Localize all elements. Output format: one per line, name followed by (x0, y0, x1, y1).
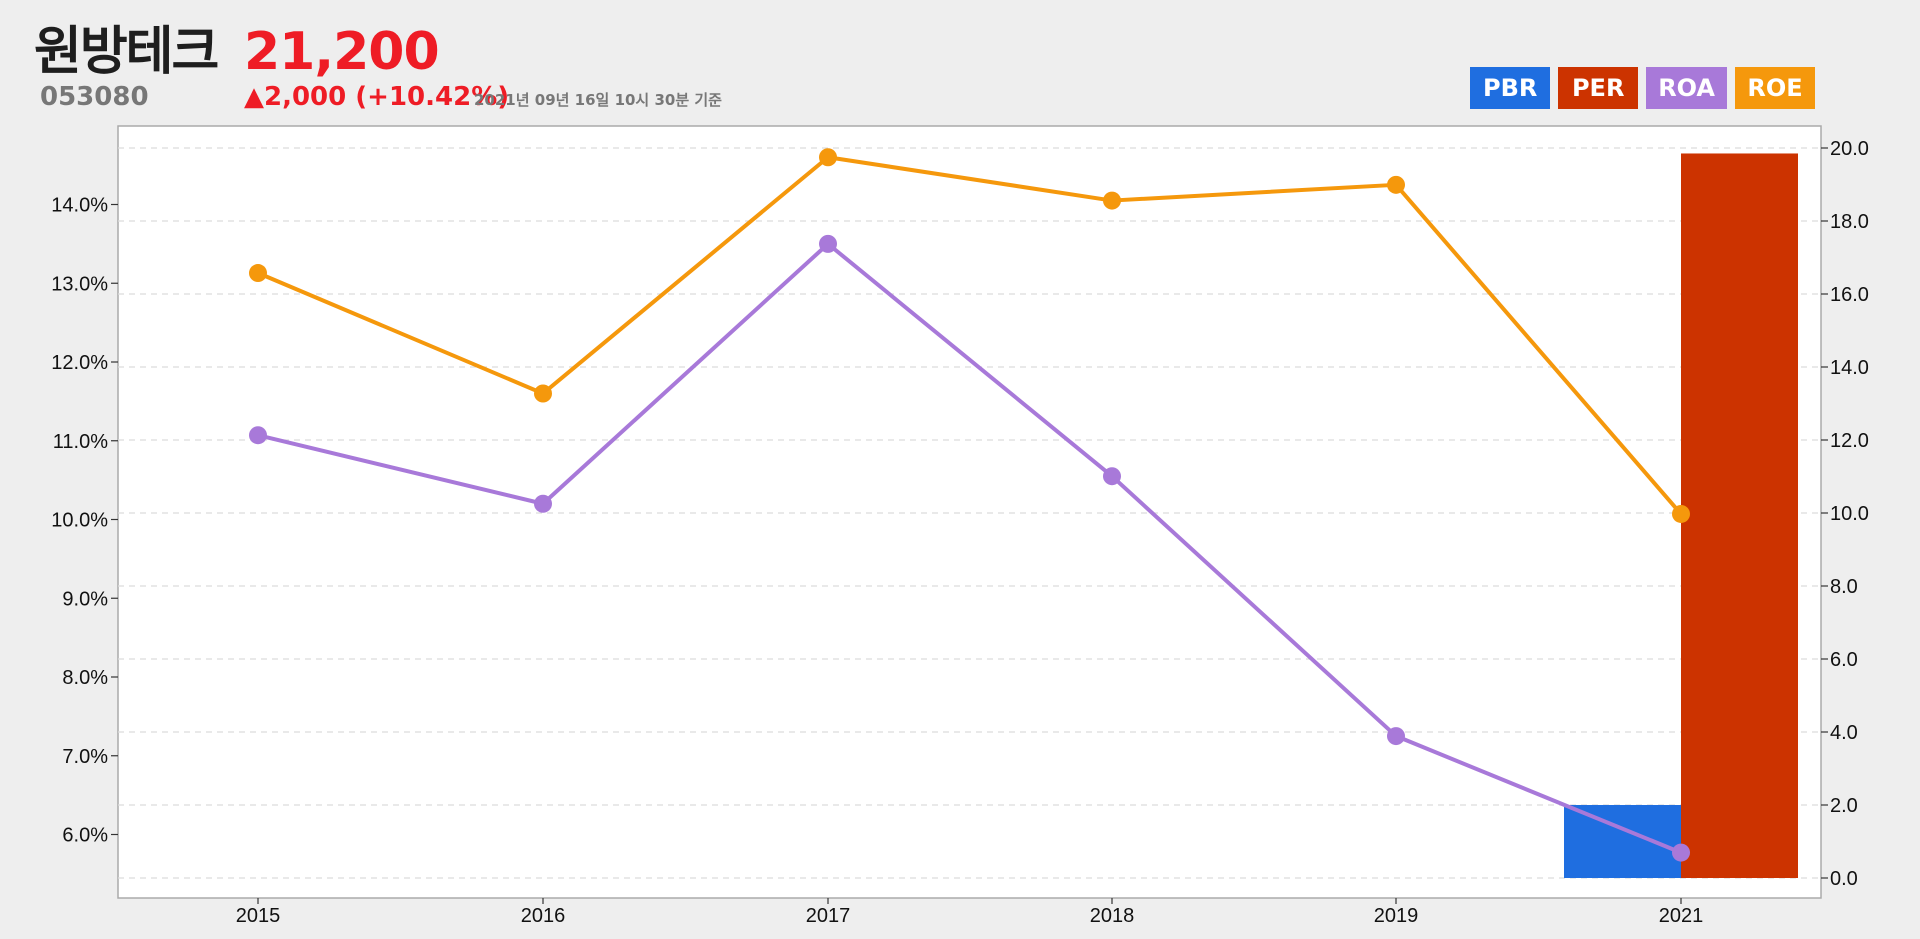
x-tick-label: 2018 (1090, 905, 1135, 927)
left-tick-label: 12.0% (51, 352, 108, 374)
x-tick-label: 2015 (236, 905, 281, 927)
x-tick-label: 2017 (806, 905, 851, 927)
left-tick-label: 7.0% (62, 746, 108, 768)
price-change: ▲2,000 (+10.42%) (244, 82, 510, 112)
line-series (249, 148, 1690, 862)
stock-name: 원방테크 (34, 22, 219, 82)
point-roe (1103, 191, 1121, 210)
point-roa (1103, 467, 1121, 486)
left-tick-label: 9.0% (62, 588, 108, 610)
right-tick-label: 4.0 (1830, 722, 1858, 744)
left-tick-label: 14.0% (51, 195, 108, 217)
bar-series (1564, 153, 1798, 879)
x-tick-label: 2016 (521, 905, 566, 927)
grid-lines (118, 147, 1821, 879)
stock-code: 053080 (40, 82, 149, 112)
line-roa (257, 241, 1682, 855)
line-roe (257, 155, 1683, 516)
right-tick-label: 6.0 (1830, 649, 1858, 671)
right-tick-label: 20.0 (1830, 138, 1869, 160)
right-tick-label: 14.0 (1830, 357, 1869, 379)
right-tick-label: 16.0 (1830, 284, 1869, 306)
legend-pbr[interactable]: PBR (1470, 67, 1551, 109)
x-tick-label: 2019 (1374, 905, 1419, 927)
legend-roa[interactable]: ROA (1646, 67, 1727, 109)
axes: 0.0 2.0 4.0 6.0 8.0 10.0 12.0 14.0 16.0 18.0 20.0 6… (51, 138, 1869, 927)
bar-pbr (1564, 805, 1681, 878)
point-roe (1387, 175, 1405, 194)
legend-per[interactable]: PER (1558, 67, 1639, 109)
right-tick-label: 12.0 (1830, 430, 1869, 452)
point-roe (249, 264, 267, 283)
stock-price: 21,200 (244, 22, 440, 82)
point-roe (1672, 504, 1690, 523)
bar-per (1681, 153, 1798, 879)
point-roa (1387, 727, 1405, 746)
left-tick-label: 8.0% (62, 667, 108, 689)
point-roa (534, 494, 552, 513)
left-tick-label: 13.0% (51, 273, 108, 295)
timestamp: 2021년 09년 16일 10시 30분 기준 (474, 91, 722, 109)
right-tick-label: 0.0 (1830, 868, 1858, 890)
right-tick-label: 10.0 (1830, 503, 1869, 525)
right-tick-label: 18.0 (1830, 211, 1869, 233)
point-roa (249, 426, 267, 445)
point-roe (534, 384, 552, 403)
point-roa (819, 234, 837, 253)
plot-area (117, 125, 1822, 899)
legend: PBR PER ROA ROE (1470, 67, 1815, 109)
right-tick-label: 2.0 (1830, 795, 1858, 817)
point-roe (819, 148, 837, 167)
legend-roe[interactable]: ROE (1735, 67, 1815, 109)
left-tick-label: 6.0% (62, 825, 108, 847)
point-roa (1672, 843, 1690, 862)
x-tick-label: 2021 (1659, 905, 1704, 927)
left-tick-label: 11.0% (53, 431, 108, 453)
left-tick-label: 10.0% (51, 510, 108, 532)
right-tick-label: 8.0 (1830, 576, 1858, 598)
